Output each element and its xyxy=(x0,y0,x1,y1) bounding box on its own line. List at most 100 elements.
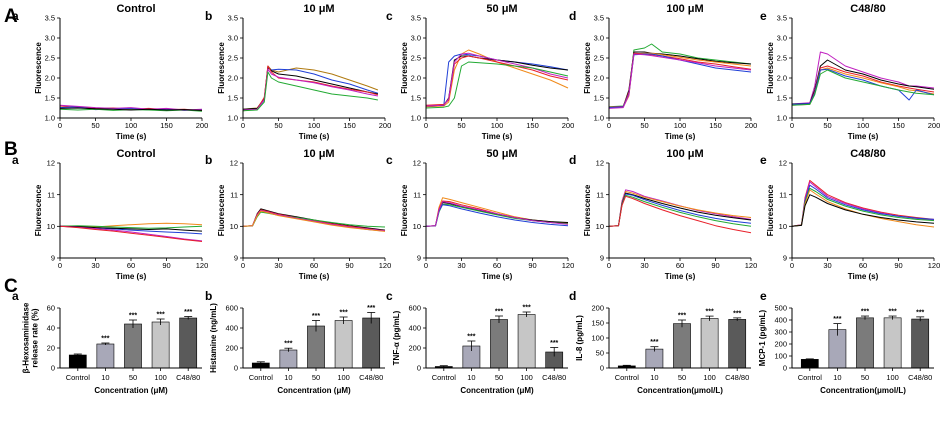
significance-label-cc: *** xyxy=(467,334,475,341)
x-tick-label-ab: 200 xyxy=(379,121,392,130)
y-tick-label-bd: 11 xyxy=(596,190,604,199)
series-line-ac-2 xyxy=(425,53,569,107)
y-tick-label-bb: 12 xyxy=(230,159,238,168)
y-axis-label-line: Fluorescence xyxy=(766,184,775,236)
y-tick-label-aa: 3.5 xyxy=(45,14,55,23)
y-tick-label-ca: 40 xyxy=(47,324,55,333)
category-label-cd: 10 xyxy=(650,373,658,382)
y-axis-label-cc: TNF-α (pg/mL) xyxy=(392,310,401,365)
y-axis-label-line: Fluorescence xyxy=(583,184,592,236)
y-axis-label-line: Fluorescence xyxy=(400,42,409,94)
y-axis-label-line: Fluorescence xyxy=(34,184,43,236)
significance-label-ce: *** xyxy=(889,309,897,316)
significance-label-ce: *** xyxy=(861,309,869,316)
x-axis-label-cd: Concentration(μmol/L) xyxy=(637,386,723,395)
y-tick-label-be: 12 xyxy=(779,159,787,168)
y-tick-label-ad: 3.0 xyxy=(594,34,604,43)
bar-cd-2 xyxy=(645,348,664,369)
significance-label-cb: *** xyxy=(340,310,348,317)
x-tick-label-ae: 50 xyxy=(823,121,831,130)
x-tick-label-ae: 0 xyxy=(790,121,794,130)
x-tick-label-ae: 100 xyxy=(857,121,870,130)
significance-label-cd: *** xyxy=(706,309,714,316)
series-line-ae-5 xyxy=(791,68,935,105)
bar-ce-5 xyxy=(911,318,930,369)
series-line-be-3 xyxy=(791,184,935,227)
y-tick-label-ba: 9 xyxy=(51,254,55,263)
y-axis-label-line: Fluorescence xyxy=(400,184,409,236)
x-tick-label-ac: 200 xyxy=(562,121,575,130)
y-tick-label-be: 11 xyxy=(779,190,787,199)
x-tick-label-aa: 0 xyxy=(58,121,62,130)
significance-label-ce: *** xyxy=(916,309,924,316)
y-axis-label-bc: Fluorescence xyxy=(400,184,409,236)
y-tick-label-ac: 1.5 xyxy=(411,94,421,103)
y-tick-label-bd: 12 xyxy=(596,159,604,168)
x-tick-label-ab: 50 xyxy=(274,121,282,130)
y-tick-label-ca: 0 xyxy=(51,364,55,373)
category-label-cd: Control xyxy=(615,373,640,382)
panel-title-ad: 100 μM xyxy=(666,3,703,15)
y-axis-label-cd: IL-8 (pg/mL) xyxy=(575,315,584,361)
x-tick-label-bd: 0 xyxy=(607,261,611,270)
x-tick-label-bd: 120 xyxy=(745,261,758,270)
y-tick-label-aa: 2.0 xyxy=(45,74,55,83)
bar-ca-4 xyxy=(151,321,170,369)
y-tick-label-ce: 300 xyxy=(774,328,787,337)
significance-label-cc: *** xyxy=(550,340,558,347)
y-tick-label-ab: 1.5 xyxy=(228,94,238,103)
category-label-ca: 50 xyxy=(129,373,137,382)
significance-label-cb: *** xyxy=(367,305,375,312)
y-tick-label-aa: 3.0 xyxy=(45,34,55,43)
x-tick-label-ad: 200 xyxy=(745,121,758,130)
x-axis-label-ad: Time (s) xyxy=(665,132,696,141)
series-line-ae-6 xyxy=(791,69,935,106)
series-line-ba-4 xyxy=(59,225,203,232)
x-tick-label-bd: 30 xyxy=(640,261,648,270)
y-tick-label-bc: 10 xyxy=(413,222,421,231)
y-tick-label-cd: 0 xyxy=(600,364,604,373)
panel-letter-ae: e xyxy=(760,9,767,23)
category-label-ce: 100 xyxy=(886,373,899,382)
series-line-ac-1 xyxy=(425,49,569,108)
y-tick-label-ce: 0 xyxy=(783,364,787,373)
panel-title-ba: Control xyxy=(116,148,155,160)
bar-cc-3 xyxy=(490,319,508,369)
x-tick-label-aa: 200 xyxy=(196,121,209,130)
significance-label-cc: *** xyxy=(495,309,503,316)
y-axis-label-ba: Fluorescence xyxy=(34,184,43,236)
x-axis-label-cb: Concentration (μM) xyxy=(277,386,351,395)
series-line-ad-6 xyxy=(608,53,752,109)
series-line-bc-4 xyxy=(425,203,569,227)
y-tick-label-ce: 100 xyxy=(774,352,787,361)
x-tick-label-bc: 90 xyxy=(528,261,536,270)
category-label-ce: 50 xyxy=(861,373,869,382)
series-line-ac-5 xyxy=(425,52,569,107)
y-tick-label-cd: 50 xyxy=(596,349,604,358)
x-tick-label-aa: 50 xyxy=(91,121,99,130)
y-tick-label-ae: 3.5 xyxy=(777,14,787,23)
x-tick-label-ad: 0 xyxy=(607,121,611,130)
panel-letter-aa: a xyxy=(12,9,19,23)
y-tick-label-ce: 400 xyxy=(774,316,787,325)
y-tick-label-ab: 3.0 xyxy=(228,34,238,43)
y-axis-label-line: release rate (%) xyxy=(31,308,40,367)
x-axis-label-ce: Concentration(μmol/L) xyxy=(820,386,906,395)
bar-ce-4 xyxy=(883,317,902,369)
significance-label-ca: *** xyxy=(157,312,165,319)
y-tick-label-bc: 9 xyxy=(417,254,421,263)
panel-title-ac: 50 μM xyxy=(486,3,517,15)
y-tick-label-ac: 1.0 xyxy=(411,114,421,123)
category-label-cd: 100 xyxy=(703,373,716,382)
category-label-cd: C48/80 xyxy=(725,373,749,382)
category-label-cb: 10 xyxy=(284,373,292,382)
y-axis-label-line: IL-8 (pg/mL) xyxy=(575,315,584,361)
category-label-ce: 10 xyxy=(833,373,841,382)
bar-cb-4 xyxy=(334,320,353,369)
y-tick-label-bc: 12 xyxy=(413,159,421,168)
panel-title-bc: 50 μM xyxy=(486,148,517,160)
bar-cd-3 xyxy=(673,323,691,369)
y-tick-label-ac: 2.0 xyxy=(411,74,421,83)
x-tick-label-ba: 90 xyxy=(162,261,170,270)
panel-title-ae: C48/80 xyxy=(850,3,885,15)
